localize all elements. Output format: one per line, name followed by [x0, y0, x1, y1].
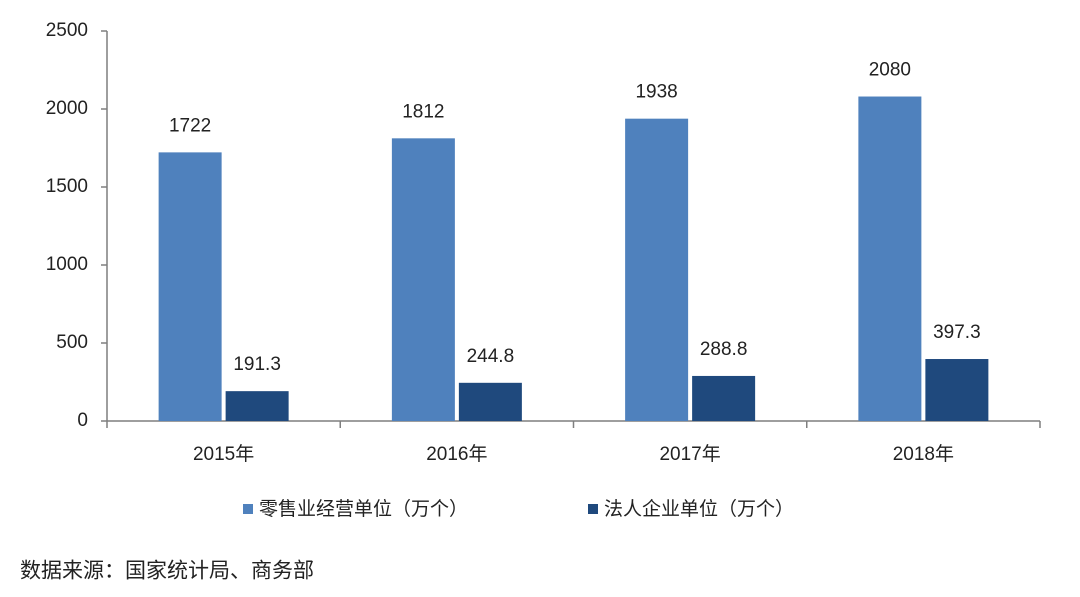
bar	[692, 375, 756, 421]
x-tick-label: 2016年	[426, 443, 487, 465]
value-label: 2080	[869, 60, 911, 81]
legend-swatch	[588, 504, 598, 514]
bar	[225, 391, 289, 421]
bar	[625, 118, 689, 421]
value-label: 1812	[402, 101, 444, 122]
bar	[391, 138, 455, 421]
value-label: 1938	[635, 82, 677, 103]
y-tick-label: 1500	[46, 176, 88, 197]
x-tick-label: 2015年	[193, 443, 254, 465]
value-label: 397.3	[933, 322, 981, 343]
bar	[158, 152, 222, 422]
value-label: 191.3	[233, 354, 281, 375]
bar	[458, 382, 522, 421]
value-label: 1722	[169, 115, 211, 136]
legend-label: 零售业经营单位（万个）	[259, 498, 468, 520]
y-tick-label: 0	[77, 410, 88, 431]
bar	[858, 96, 922, 422]
legend-swatch	[243, 504, 253, 514]
source-note: 数据来源：国家统计局、商务部	[20, 560, 314, 583]
value-label: 288.8	[700, 339, 748, 360]
legend-label: 法人企业单位（万个）	[604, 498, 794, 520]
y-tick-label: 2000	[46, 98, 88, 119]
value-label: 244.8	[467, 346, 515, 367]
bar	[925, 359, 989, 421]
y-tick-label: 500	[56, 332, 88, 353]
x-tick-label: 2018年	[893, 443, 954, 465]
y-tick-label: 1000	[46, 254, 88, 275]
x-tick-label: 2017年	[659, 443, 720, 465]
y-tick-label: 2500	[46, 20, 88, 41]
